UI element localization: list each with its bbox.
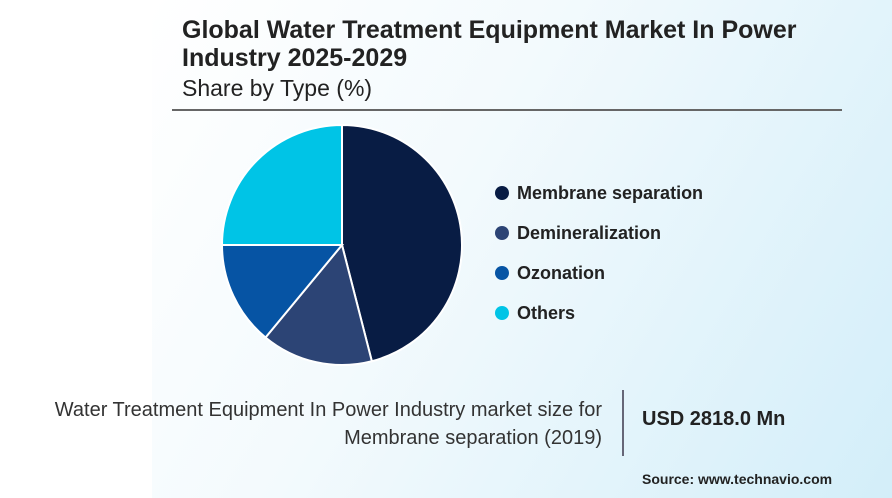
legend-swatch bbox=[495, 306, 509, 320]
pie-slice-ozonation bbox=[220, 244, 345, 339]
legend-item: Demineralization bbox=[495, 213, 703, 253]
chart-title: Global Water Treatment Equipment Market … bbox=[182, 16, 797, 72]
title-divider bbox=[172, 109, 842, 111]
legend-swatch bbox=[495, 186, 509, 200]
legend-item: Others bbox=[495, 293, 703, 333]
legend-label: Ozonation bbox=[517, 262, 605, 283]
legend-item: Membrane separation bbox=[495, 173, 703, 213]
source-label: Source: www.technavio.com bbox=[642, 471, 833, 487]
pie-slice-membrane-separation bbox=[341, 123, 463, 363]
legend-swatch bbox=[495, 226, 509, 240]
legend-label: Demineralization bbox=[517, 222, 662, 243]
legend-label: Others bbox=[517, 302, 576, 323]
footer-divider bbox=[622, 390, 624, 456]
pie-slice-others bbox=[220, 123, 343, 246]
legend: Membrane separation Demineralization Ozona… bbox=[495, 173, 703, 333]
legend-label: Membrane separation bbox=[517, 182, 704, 203]
market-size-description: Water Treatment Equipment In Power Indus… bbox=[54, 399, 602, 449]
legend-item: Ozonation bbox=[495, 253, 703, 293]
pie-slice-demineralization bbox=[264, 242, 374, 366]
market-size-value: USD 2818.0 Mn bbox=[642, 408, 786, 430]
legend-swatch bbox=[495, 266, 509, 280]
chart-subtitle: Share by Type (%) bbox=[182, 75, 373, 101]
